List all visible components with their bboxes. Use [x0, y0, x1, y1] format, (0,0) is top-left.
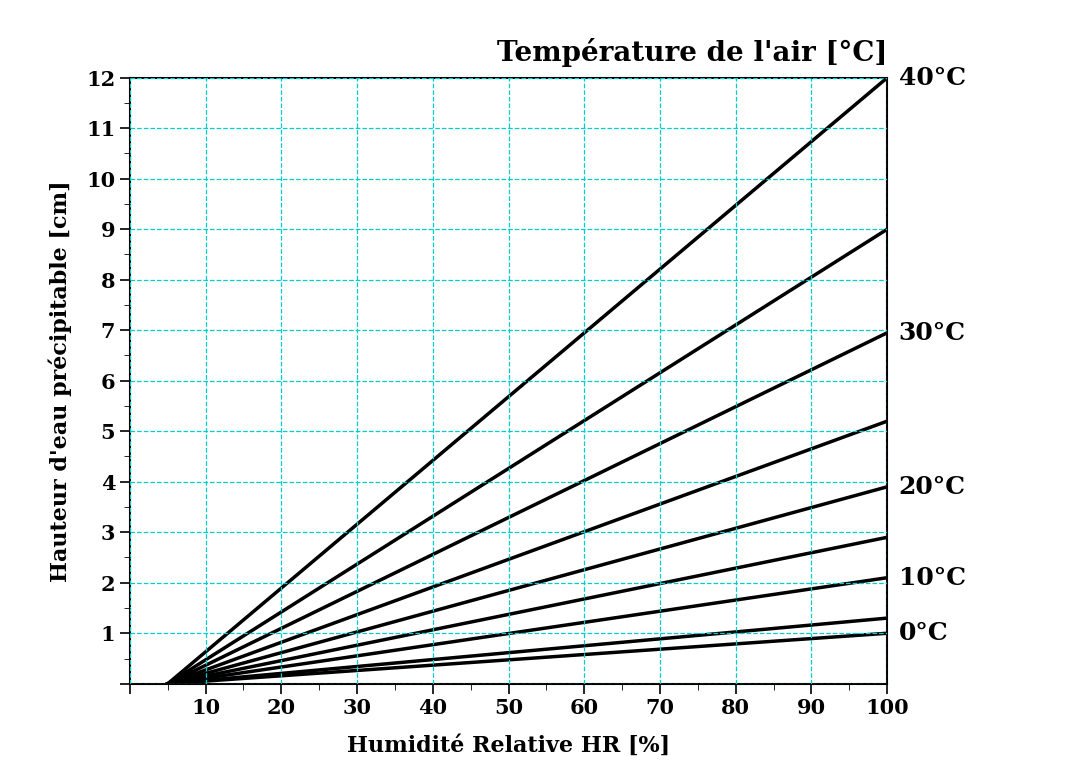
Text: 10°C: 10°C [898, 566, 966, 590]
Text: Température de l'air [°C]: Température de l'air [°C] [497, 38, 887, 67]
Text: 0°C: 0°C [898, 622, 948, 645]
Text: 30°C: 30°C [898, 321, 966, 345]
Y-axis label: Hauteur d'eau précipitable [cm]: Hauteur d'eau précipitable [cm] [49, 180, 72, 581]
X-axis label: Humidité Relative HR [%]: Humidité Relative HR [%] [347, 735, 670, 757]
Text: 40°C: 40°C [898, 66, 966, 89]
Text: 20°C: 20°C [898, 475, 966, 499]
